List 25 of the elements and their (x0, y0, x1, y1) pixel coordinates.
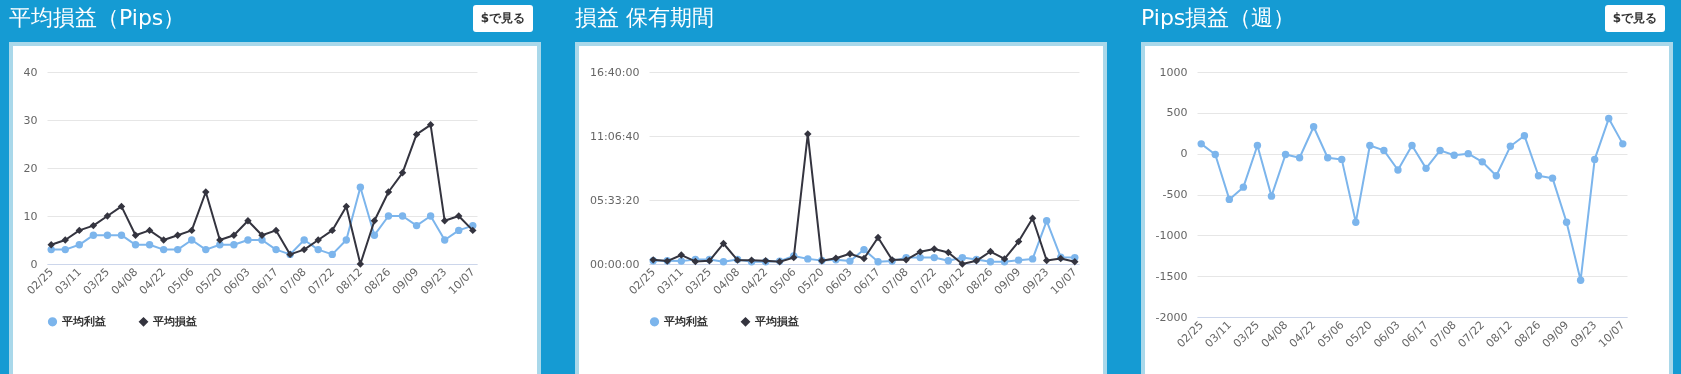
y-tick-label: 40 (23, 65, 38, 79)
chart-title: Pips損益（週） (1141, 4, 1296, 32)
y-tick-label: 0 (30, 257, 38, 271)
legend-label: 平均利益 (61, 314, 106, 328)
y-tick-label: 500 (1166, 106, 1188, 120)
y-tick-label: 20 (23, 161, 38, 175)
y-tick-label: -500 (1162, 188, 1188, 201)
y-tick-label: 16:40:00 (590, 65, 640, 79)
text: $で見る (1604, 5, 1665, 32)
legend-label: 平均損益 (754, 314, 799, 328)
y-tick-label: -1000 (1155, 228, 1188, 242)
y-tick-label: -2000 (1155, 310, 1188, 324)
y-tick-label: -1500 (1155, 269, 1188, 283)
y-tick-label: 05:33:20 (590, 193, 640, 207)
legend-label: 平均利益 (663, 314, 708, 328)
chart-title: 損益 保有期間 (575, 4, 714, 32)
text: $で見る (472, 5, 533, 32)
y-tick-label: 00:00:00 (590, 257, 640, 271)
legend-label: 平均損益 (152, 314, 197, 328)
y-tick-label: 30 (23, 113, 38, 127)
y-tick-label: 1000 (1159, 65, 1188, 79)
chart-title: 平均損益（Pips） (9, 4, 186, 32)
y-tick-label: 10 (23, 209, 38, 223)
y-tick-label: 11:06:40 (590, 129, 640, 143)
y-tick-label: 0 (1180, 147, 1188, 161)
